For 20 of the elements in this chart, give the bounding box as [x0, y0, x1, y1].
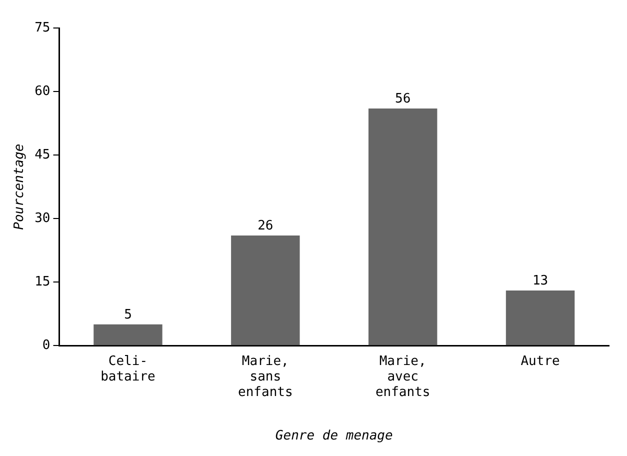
- data-label: 26: [258, 218, 274, 234]
- x-tick-label: Marie, avec enfants: [375, 354, 430, 400]
- y-tick-label: 60: [34, 84, 50, 99]
- data-label: 13: [532, 273, 548, 288]
- y-tick-label: 15: [34, 274, 50, 290]
- x-tick-label: Autre: [520, 354, 560, 369]
- y-axis-title: Pourcentage: [12, 144, 28, 230]
- y-tick-label: 0: [42, 338, 50, 353]
- bar: [231, 236, 300, 346]
- y-tick-label: 30: [34, 210, 50, 226]
- data-label: 56: [395, 91, 411, 106]
- bar: [94, 324, 162, 346]
- bar: [506, 290, 575, 346]
- bar: [368, 108, 438, 346]
- y-tick-label: 45: [34, 147, 50, 162]
- data-label: 5: [124, 307, 132, 322]
- x-tick-label: Celi- bataire: [100, 354, 156, 384]
- x-tick-label: Marie, sans enfants: [238, 354, 293, 400]
- x-axis-title: Genre de menage: [275, 428, 393, 444]
- y-tick-label: 75: [34, 20, 50, 36]
